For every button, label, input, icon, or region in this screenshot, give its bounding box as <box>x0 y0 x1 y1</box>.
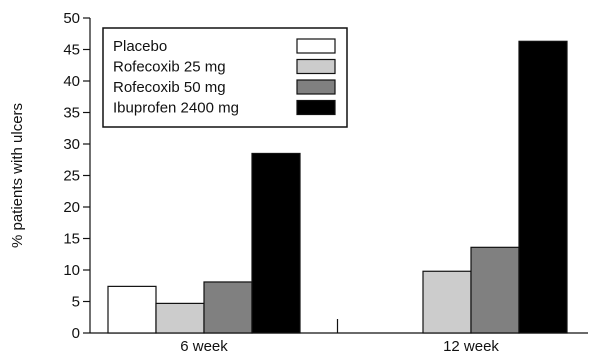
x-tick-label: 12 week <box>443 338 499 354</box>
legend-swatch <box>296 58 336 75</box>
y-tick-label: 30 <box>63 136 80 153</box>
x-axis-ticks: 6 week 12 week <box>180 319 499 354</box>
y-tick-label: 0 <box>72 325 80 342</box>
y-tick-label: 40 <box>63 73 80 90</box>
x-tick-label: 6 week <box>180 338 228 354</box>
legend-swatch <box>296 99 336 116</box>
y-tick-label: 50 <box>63 10 80 27</box>
y-tick-label: 20 <box>63 199 80 216</box>
legend-label: Placebo <box>113 38 167 55</box>
bar <box>155 302 205 334</box>
legend-label: Rofecoxib 25 mg <box>113 59 226 76</box>
y-tick-label: 15 <box>63 231 80 248</box>
legend-swatch <box>296 79 336 95</box>
y-axis-label: % patients with ulcers <box>9 103 26 248</box>
y-tick-label: 35 <box>63 105 80 122</box>
bar <box>518 40 568 334</box>
bar <box>107 285 157 334</box>
legend-label: Rofecoxib 50 mg <box>113 79 226 96</box>
legend: Placebo Rofecoxib 25 mg Rofecoxib 50 mg Ibu… <box>102 27 348 128</box>
bar <box>470 246 520 334</box>
y-axis-ticks: 0 5 10 15 20 25 30 35 40 45 50 <box>63 10 90 342</box>
y-tick-label: 45 <box>63 42 80 59</box>
legend-label: Ibuprofen 2400 mg <box>113 100 239 117</box>
legend-swatch <box>296 38 336 54</box>
bar <box>251 152 301 334</box>
y-tick-label: 5 <box>72 294 80 311</box>
bars <box>107 40 568 334</box>
bar <box>422 270 472 334</box>
y-tick-label: 25 <box>63 168 80 185</box>
bar <box>203 281 253 334</box>
y-tick-label: 10 <box>63 262 80 279</box>
